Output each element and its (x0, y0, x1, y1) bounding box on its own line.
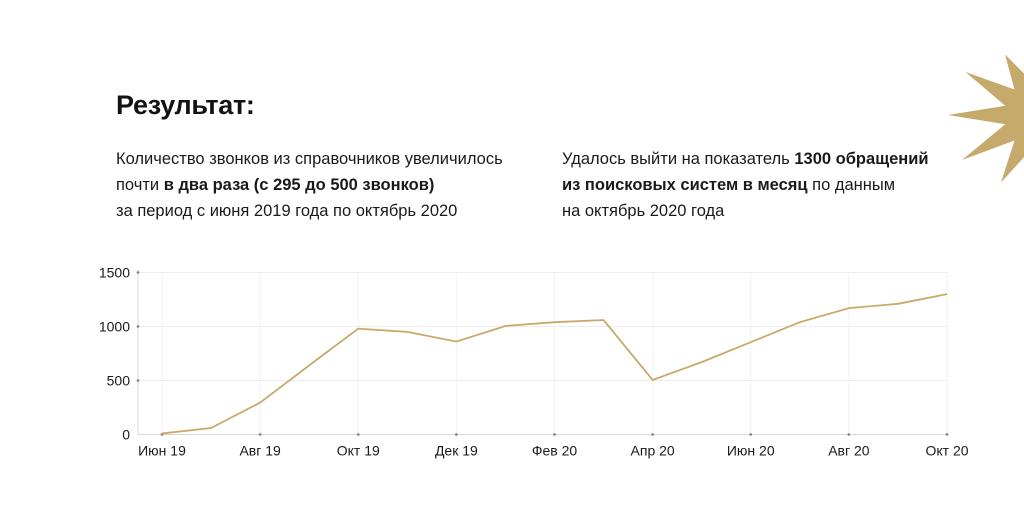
y-tick-label: 1500 (99, 265, 130, 281)
y-tick-mark (136, 379, 140, 382)
paragraph-search-traffic: Удалось выйти на показатель 1300 обращен… (562, 146, 942, 224)
paragraph-line: из поисковых систем в месяц по данным (562, 176, 896, 194)
x-tick-label: Дек 19 (435, 443, 478, 459)
starburst-icon (945, 20, 1024, 210)
x-tick-label: Окт 19 (337, 443, 380, 459)
page-title: Результат: (116, 90, 255, 121)
paragraph-line: на октябрь 2020 года (562, 202, 725, 220)
x-tick-mark (454, 433, 458, 436)
x-tick-label: Авг 20 (828, 443, 870, 459)
data-line-series (161, 293, 948, 435)
x-tick-label: Июн 20 (727, 443, 775, 459)
y-tick-mark (136, 325, 140, 328)
x-tick-mark (553, 433, 556, 436)
y-tick-label: 500 (107, 373, 131, 389)
x-tick-label: Июн 19 (138, 443, 186, 459)
x-tick-mark (945, 433, 949, 436)
x-tick-mark (847, 433, 851, 436)
line-chart: 0 500 1000 1500 Июн 19 Авг 19 Окт 19 Дек 19 Фев … (0, 255, 1024, 495)
y-tick-label: 1000 (99, 319, 130, 335)
paragraph-line: Удалось выйти на показатель 1300 обращен… (562, 150, 929, 168)
paragraph-line: почти в два раза (с 295 до 500 звонков) (116, 176, 435, 194)
x-tick-mark (651, 433, 655, 436)
paragraph-calls-growth: Количество звонков из справочников увели… (116, 146, 516, 224)
x-tick-mark (356, 433, 360, 436)
y-tick-label: 0 (122, 427, 130, 443)
paragraph-line: Количество звонков из справочников увели… (116, 150, 503, 168)
y-tick-mark (136, 271, 140, 274)
x-tick-label: Апр 20 (631, 443, 675, 459)
x-tick-mark (749, 433, 753, 436)
x-tick-label: Окт 20 (925, 443, 968, 459)
x-tick-label: Фев 20 (532, 443, 578, 459)
paragraph-line: за период с июня 2019 года по октябрь 20… (116, 202, 458, 220)
x-tick-label: Авг 19 (239, 443, 281, 459)
x-tick-mark (258, 433, 262, 436)
